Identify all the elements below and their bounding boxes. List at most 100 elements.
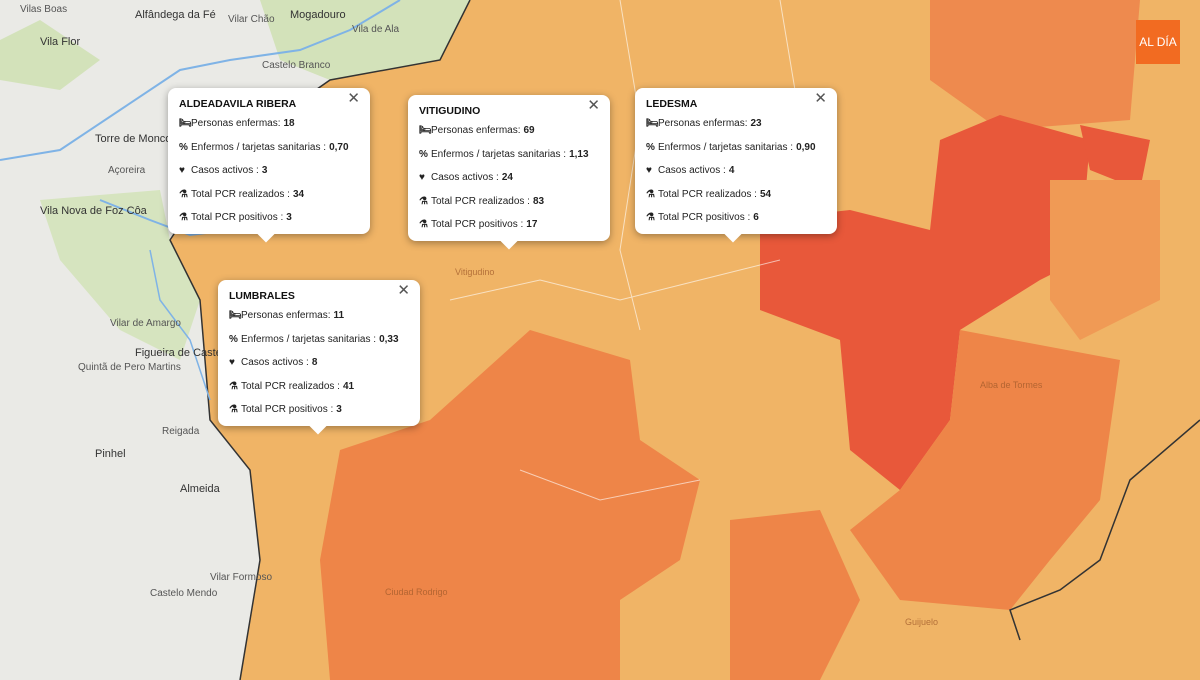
popup: ✕ VITIGUDINO 🛏Personas enfermas: 69% Enfermo…	[408, 95, 610, 250]
close-button[interactable]: ✕	[814, 90, 827, 107]
row-value: 23	[750, 118, 762, 129]
place-label: Quintã de Pero Martins	[78, 362, 181, 373]
place-label: Castelo Branco	[262, 60, 331, 71]
icon: ⚗	[229, 404, 238, 415]
row-label: Total PCR positivos :	[191, 212, 284, 223]
icon: ⚗	[646, 188, 655, 200]
row-value: 54	[759, 188, 772, 200]
row-label: Personas enfermas:	[431, 125, 521, 136]
row-label: Casos activos :	[658, 165, 726, 176]
row-label: Enfermos / tarjetas sanitarias :	[191, 141, 327, 153]
row-value: 17	[526, 219, 538, 230]
row-value: 24	[501, 172, 513, 183]
place-label: Vilar Chão	[228, 14, 275, 25]
row-value: 83	[532, 195, 545, 207]
region	[930, 0, 1140, 130]
row-label: Total PCR realizados :	[431, 195, 530, 207]
row-label: Total PCR positivos :	[241, 404, 334, 415]
icon: ⚗	[419, 219, 428, 230]
row-label: Total PCR realizados :	[658, 188, 757, 200]
icon: %	[229, 333, 238, 345]
close-button[interactable]: ✕	[347, 90, 360, 107]
popup: ✕ ALDEADAVILA RIBERA 🛏Personas enfermas: 18…	[168, 88, 370, 243]
icon: %	[646, 141, 655, 153]
row-label: Personas enfermas:	[241, 310, 331, 321]
popup-row: ⚗ Total PCR positivos :6	[646, 212, 825, 236]
icon: ♥	[179, 165, 185, 176]
icon: 🛏	[229, 310, 242, 321]
popup-row: ♥ Casos activos :3	[179, 165, 358, 189]
green-area	[260, 0, 470, 80]
icon: %	[179, 141, 188, 153]
popup: ✕ LEDESMA 🛏Personas enfermas: 23% Enfermos /…	[635, 88, 837, 243]
icon: ♥	[419, 172, 425, 183]
border	[169, 0, 471, 680]
row-value: 3	[261, 165, 268, 176]
row-value: 3	[286, 212, 292, 223]
place-label: Vila Flor	[40, 36, 80, 48]
row-value: 8	[311, 357, 318, 368]
region	[730, 510, 860, 680]
popup-title: LUMBRALES	[229, 290, 295, 302]
popup-row: % Enfermos / tarjetas sanitarias :0,70	[179, 142, 358, 166]
region	[320, 330, 700, 680]
place-label: Guijuelo	[905, 617, 938, 627]
row-value: 1,13	[569, 148, 589, 160]
river	[149, 249, 211, 401]
popup-row: 🛏Personas enfermas: 11	[229, 310, 408, 334]
icon: 🛏	[646, 118, 659, 129]
popup-row: ⚗ Total PCR positivos :17	[419, 219, 598, 243]
place-label: Açoreira	[108, 165, 146, 176]
popup-title: LEDESMA	[646, 98, 698, 110]
icon: ♥	[229, 357, 235, 368]
popup-title: VITIGUDINO	[419, 105, 481, 117]
green-area	[0, 20, 100, 90]
popup-row: ⚗ Total PCR realizados :83	[419, 196, 598, 220]
portugal	[0, 0, 470, 680]
row-value: 3	[336, 404, 342, 415]
row-label: Enfermos / tarjetas sanitarias :	[241, 333, 377, 345]
row-value: 18	[283, 118, 295, 129]
icon: ⚗	[646, 212, 655, 223]
row-label: Personas enfermas:	[191, 118, 281, 129]
place-label: Ciudad Rodrigo	[385, 587, 448, 597]
region	[1080, 125, 1150, 190]
close-button[interactable]: ✕	[587, 97, 600, 114]
popup-row: % Enfermos / tarjetas sanitarias :0,90	[646, 142, 825, 166]
popup-row: ♥ Casos activos :8	[229, 357, 408, 381]
river	[0, 0, 401, 161]
popup: ✕ LUMBRALES 🛏Personas enfermas: 11% Enfermos…	[218, 280, 420, 435]
logo: AL DÍA	[1136, 20, 1180, 64]
popup-row: ⚗ Total PCR realizados :41	[229, 381, 408, 405]
icon: ⚗	[179, 188, 188, 200]
icon: 🛏	[419, 125, 432, 136]
place-label: Alfândega da Fé	[135, 9, 216, 21]
icon: ⚗	[229, 380, 238, 392]
close-button[interactable]: ✕	[397, 282, 410, 299]
row-label: Total PCR realizados :	[191, 188, 290, 200]
popup-row: 🛏Personas enfermas: 69	[419, 125, 598, 149]
icon: ♥	[646, 165, 652, 176]
row-label: Total PCR positivos :	[431, 219, 524, 230]
row-label: Personas enfermas:	[658, 118, 748, 129]
row-label: Casos activos :	[191, 165, 259, 176]
green-area	[40, 190, 200, 360]
popup-row: 🛏Personas enfermas: 18	[179, 118, 358, 142]
place-label: Torre de Moncorvo	[95, 133, 187, 145]
row-label: Casos activos :	[241, 357, 309, 368]
row-value: 41	[342, 380, 355, 392]
icon: ⚗	[179, 212, 188, 223]
row-value: 6	[753, 212, 759, 223]
icon: 🛏	[179, 118, 192, 129]
place-label: Almeida	[180, 483, 221, 495]
place-label: Pinhel	[95, 448, 126, 460]
place-label: Reigada	[162, 426, 200, 437]
popup-row: ♥ Casos activos :24	[419, 172, 598, 196]
row-value: 0,33	[379, 333, 399, 345]
icon: %	[419, 148, 428, 160]
popup-row: ⚗ Total PCR positivos :3	[229, 404, 408, 428]
row-label: Enfermos / tarjetas sanitarias :	[658, 141, 794, 153]
popup-row: ⚗ Total PCR realizados :54	[646, 189, 825, 213]
place-label: Mogadouro	[290, 9, 346, 21]
place-label: Vila Nova de Foz Côa	[40, 205, 148, 217]
